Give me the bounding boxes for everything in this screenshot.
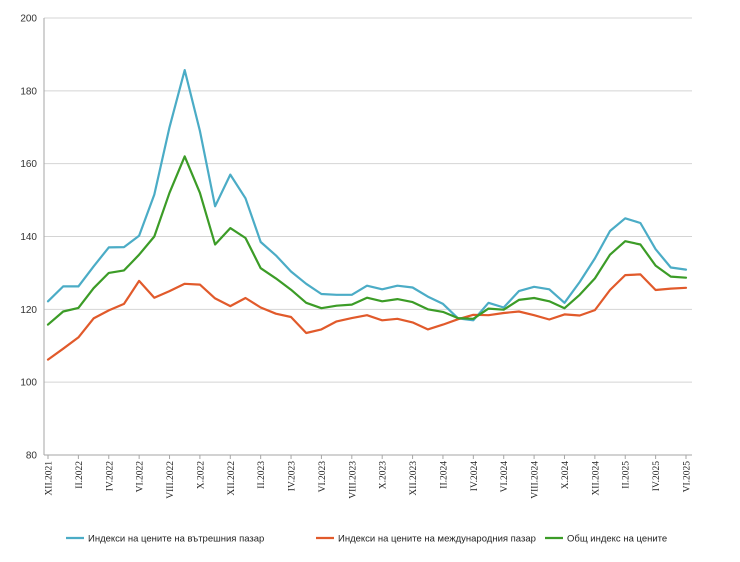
x-tick-label: XII.2023 xyxy=(409,461,419,496)
x-tick-label: II.2024 xyxy=(439,461,449,489)
x-tick-label: X.2024 xyxy=(561,461,571,489)
y-tick-label: 120 xyxy=(20,305,37,316)
y-tick-label: 80 xyxy=(26,451,38,462)
y-tick-label: 160 xyxy=(20,159,37,170)
x-tick-label: IV.2025 xyxy=(652,461,662,491)
x-tick-label: XII.2021 xyxy=(45,461,55,496)
legend-label: Индекси на цените на международния пазар xyxy=(338,534,536,545)
x-tick-label: VIII.2024 xyxy=(531,461,541,499)
gridlines xyxy=(44,17,692,456)
x-tick-label: VI.2023 xyxy=(318,461,328,493)
y-tick-label: 200 xyxy=(20,14,37,25)
x-tick-label: XII.2024 xyxy=(591,461,601,496)
y-tick-label: 100 xyxy=(20,378,37,389)
y-tick-label: 180 xyxy=(20,86,37,97)
series-line-1 xyxy=(46,68,688,322)
legend-item-2: Индекси на цените на международния пазар xyxy=(316,534,536,545)
series-line-3 xyxy=(46,155,688,326)
y-tick-label: 140 xyxy=(20,232,37,243)
x-tick-label: X.2022 xyxy=(196,461,206,489)
legend-label: Индекси на цените на вътрешния пазар xyxy=(88,534,264,545)
x-tick-label: VIII.2023 xyxy=(348,461,358,499)
x-tick-label: VI.2025 xyxy=(683,461,693,493)
x-tick-label: VIII.2022 xyxy=(166,461,176,499)
x-tick-label: II.2023 xyxy=(257,461,267,489)
x-tick-label: VI.2024 xyxy=(500,461,510,493)
x-tick-label: IV.2023 xyxy=(288,461,298,491)
x-tick-label: XII.2022 xyxy=(227,461,237,496)
axes: 80 100 120 140 160 180 200 XII.2021 II.2022 IV.20… xyxy=(20,14,692,499)
legend-item-1: Индекси на цените на вътрешния пазар xyxy=(66,534,264,545)
x-tick-label: II.2022 xyxy=(75,461,85,489)
x-tick-label: IV.2022 xyxy=(105,461,115,491)
x-tick-label: VI.2022 xyxy=(136,461,146,493)
legend-label: Общ индекс на цените xyxy=(567,534,667,545)
x-tick-label: IV.2024 xyxy=(470,461,480,491)
x-tick-label: X.2023 xyxy=(379,461,389,489)
legend-item-3: Общ индекс на цените xyxy=(545,534,667,545)
series-lines xyxy=(46,68,688,361)
series-line-2 xyxy=(46,273,688,361)
legend: Индекси на цените на вътрешния пазар Инде… xyxy=(66,534,667,545)
x-tick-label: II.2025 xyxy=(622,461,632,489)
